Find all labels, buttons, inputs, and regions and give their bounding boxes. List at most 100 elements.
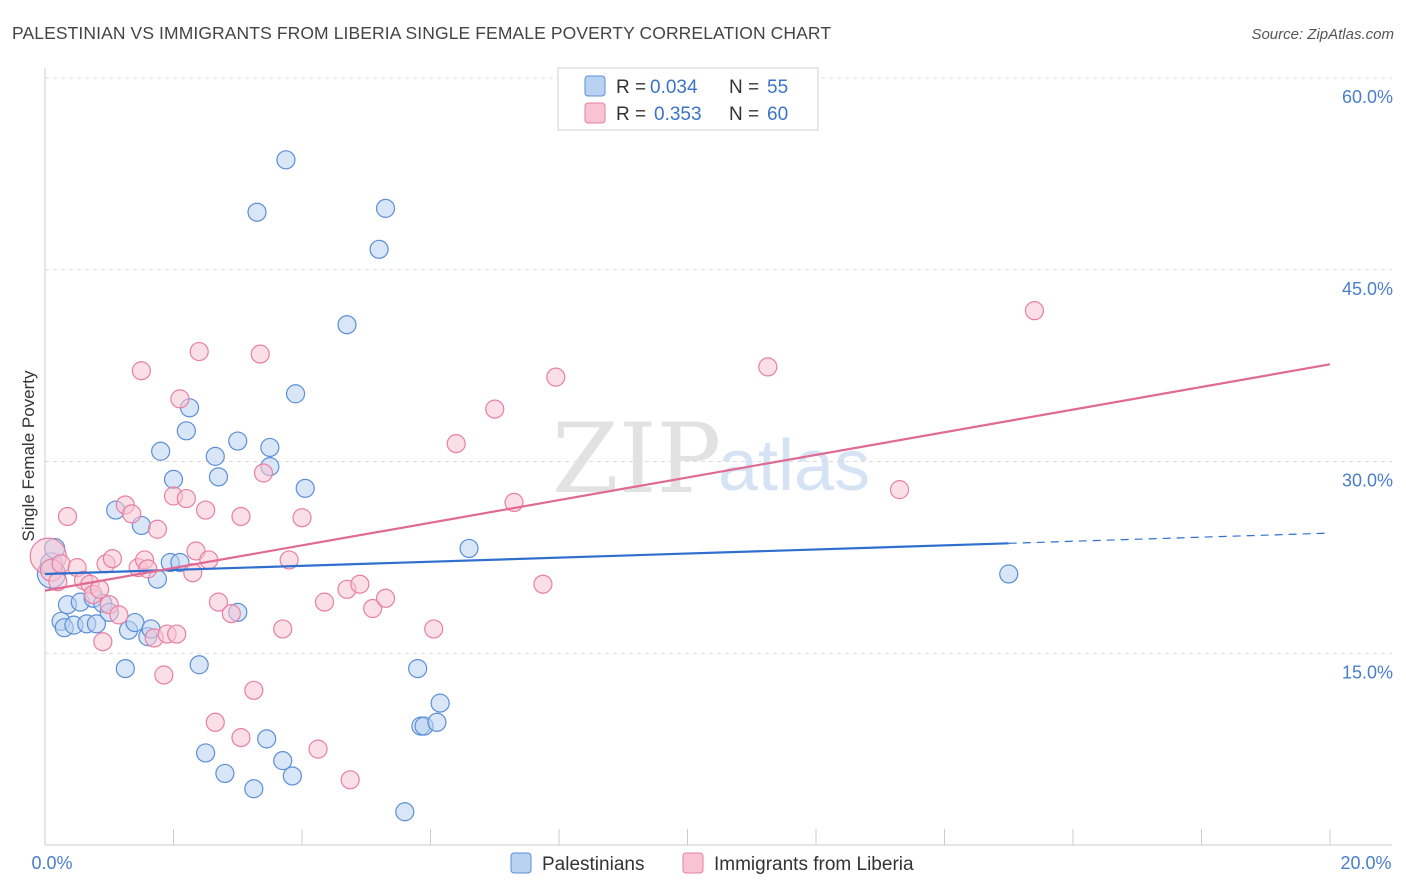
point-liberia-58 [758,357,778,377]
y-tick-label-60: 60.0% [1342,87,1393,107]
point-palestinians-35 [247,202,267,222]
point-liberia-38 [231,506,251,527]
point-liberia-10 [93,632,113,652]
point-liberia-39 [244,680,264,700]
point-liberia-51 [375,588,396,608]
data-points [29,150,1045,822]
x-tick-label-max: 20.0% [1340,853,1391,873]
point-palestinians-30 [208,467,229,487]
point-palestinians-44 [337,315,357,335]
point-palestinians-16 [125,612,145,633]
chart-title: PALESTINIAN VS IMMIGRANTS FROM LIBERIA S… [12,23,831,43]
y-tick-label-15: 15.0% [1342,662,1393,682]
point-palestinians-31 [215,763,235,784]
point-liberia-56 [533,574,553,594]
point-liberia-27 [170,389,190,409]
point-palestinians-27 [189,655,209,675]
series-legend-label-palestinians: Palestinians [542,854,644,875]
point-liberia-22 [147,519,168,539]
x-tick-label-min: 0.0% [31,853,72,873]
point-liberia-42 [273,619,293,639]
point-palestinians-43 [295,478,315,498]
series-legend: Palestinians Immigrants from Liberia [510,852,914,875]
point-liberia-35 [208,592,229,612]
point-liberia-54 [485,399,505,419]
point-palestinians-42 [285,384,306,404]
point-palestinians-40 [276,150,296,170]
point-liberia-57 [546,367,566,387]
point-palestinians-38 [260,437,280,458]
point-liberia-28 [176,488,196,509]
point-liberia-34 [205,712,225,732]
point-palestinians-25 [176,421,196,441]
point-palestinians-34 [244,779,264,799]
point-liberia-13 [102,549,123,569]
point-liberia-31 [189,341,209,362]
point-liberia-53 [446,434,466,454]
point-palestinians-41 [282,766,302,786]
point-liberia-60 [1024,301,1045,321]
point-liberia-49 [350,574,370,594]
point-liberia-32 [196,500,216,520]
point-liberia-46 [314,592,335,612]
point-liberia-45 [308,739,328,759]
point-palestinians-53 [459,538,479,559]
series-legend-label-liberia: Immigrants from Liberia [714,854,914,875]
point-palestinians-39 [273,751,293,771]
point-liberia-50 [363,598,383,619]
point-palestinians-51 [427,712,447,732]
trend-lines [44,363,1331,592]
point-liberia-20 [138,559,158,579]
point-palestinians-23 [163,469,184,489]
point-palestinians-21 [151,441,171,461]
y-tick-label-45: 45.0% [1342,279,1393,299]
point-palestinians-33 [228,431,248,451]
point-liberia-16 [122,504,142,524]
point-palestinians-45 [369,239,389,259]
legend-r-value-palestinians: 0.034 [650,77,698,98]
point-liberia-3 [51,554,71,574]
watermark-zip: ZIP [552,403,721,515]
point-palestinians-52 [430,693,450,713]
point-palestinians-10 [86,614,107,634]
point-palestinians-29 [205,446,225,466]
point-palestinians-54 [999,564,1019,584]
legend-n-label-liberia: N = [729,104,759,125]
watermark-atlas: atlas [718,426,870,506]
point-liberia-4 [57,506,78,527]
y-tick-label-30: 30.0% [1342,471,1393,491]
point-palestinians-46 [375,198,396,218]
series-legend-swatch-liberia [682,852,704,874]
point-palestinians-14 [115,658,135,679]
legend-r-label-palestinians: R = [616,77,646,98]
point-liberia-41 [253,463,274,483]
x-tick-marks [44,829,1331,845]
point-liberia-14 [109,605,129,625]
point-liberia-18 [131,361,151,381]
trend-line-dashed-palestinians [1008,532,1331,544]
point-palestinians-47 [395,802,415,822]
legend-swatch-liberia [584,102,606,124]
point-liberia-59 [889,480,910,500]
legend-r-value-liberia: 0.353 [654,104,702,125]
point-liberia-26 [167,624,187,644]
trend-line-liberia [44,363,1331,592]
legend-r-label-liberia: R = [616,104,646,125]
chart-source: Source: ZipAtlas.com [1251,26,1394,43]
legend-swatch-palestinians [584,75,606,97]
point-liberia-23 [154,665,174,685]
point-palestinians-36 [257,729,277,749]
point-palestinians-48 [408,658,428,679]
series-legend-swatch-palestinians [510,852,532,874]
point-liberia-36 [221,604,241,624]
y-tick-labels: 15.0% 30.0% 45.0% 60.0% [1342,87,1393,682]
legend-n-value-liberia: 60 [767,104,788,125]
point-liberia-48 [340,770,360,790]
point-liberia-52 [424,619,444,639]
point-liberia-37 [231,728,251,748]
point-liberia-43 [279,550,299,570]
legend-n-value-palestinians: 55 [767,77,788,98]
trend-line-palestinians [44,542,1009,576]
legend-n-label-palestinians: N = [729,77,759,98]
